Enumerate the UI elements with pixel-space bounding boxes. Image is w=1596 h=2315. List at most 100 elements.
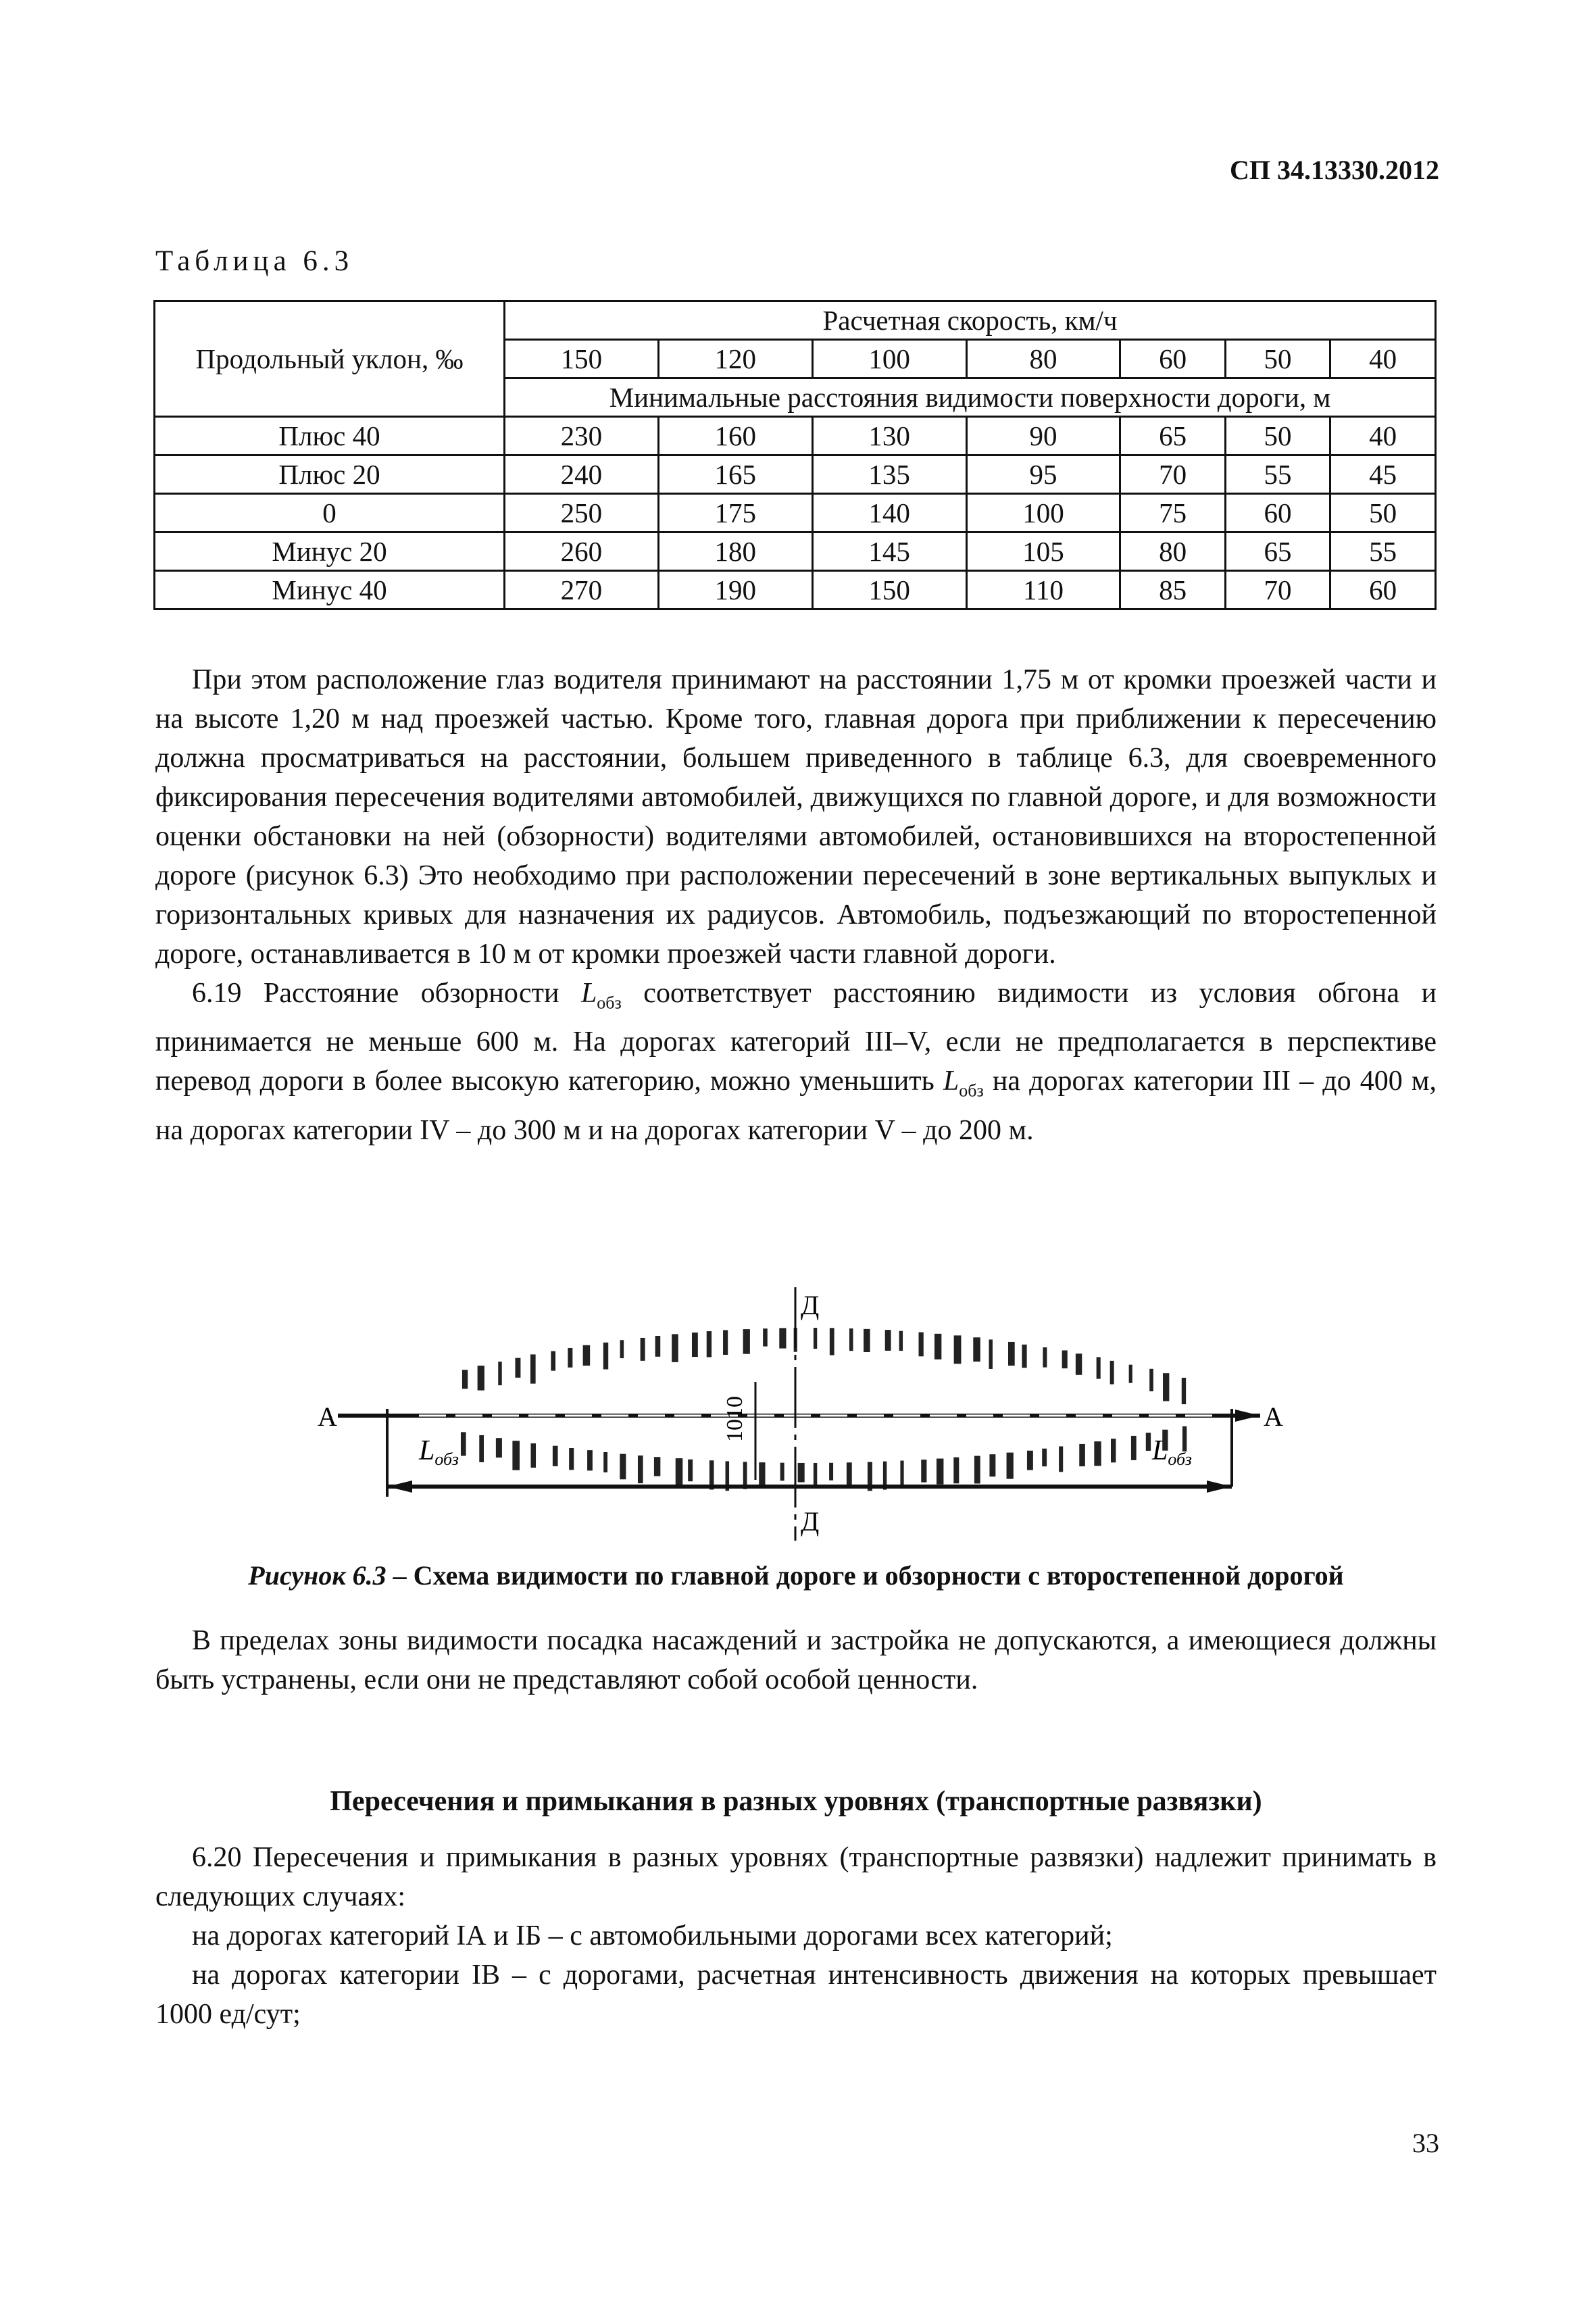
tree-mark (899, 1330, 903, 1351)
speed-header: 120 (657, 339, 814, 379)
table-cell: 40 (1329, 416, 1437, 456)
tree-mark (918, 1332, 924, 1357)
table-cell: 135 (811, 454, 968, 495)
table-cell: 55 (1329, 531, 1437, 572)
tree-mark (479, 1435, 484, 1462)
tree-mark (1094, 1441, 1101, 1466)
table-cell: 80 (1119, 531, 1226, 572)
tree-mark (653, 1457, 661, 1476)
list-item: на дорогах категорий IА и IБ – с автомоб… (192, 1920, 1113, 1951)
tree-mark (1145, 1433, 1151, 1451)
subscript: обз (597, 993, 622, 1013)
table-row: Плюс 20 240 165 135 95 70 55 45 (153, 454, 1437, 495)
tree-mark (515, 1358, 521, 1378)
tree-mark (603, 1452, 608, 1473)
table-row: Плюс 40 230 160 130 90 65 50 40 (153, 416, 1437, 456)
tree-mark (552, 1445, 558, 1466)
tree-mark (620, 1340, 624, 1359)
l-obz-left: Lобз (418, 1435, 459, 1469)
dimension-1010: 1010 (722, 1396, 747, 1442)
table-cell: 75 (1119, 493, 1226, 533)
tree-mark (936, 1458, 944, 1485)
speed-header: 50 (1224, 339, 1332, 379)
tree-mark (1022, 1344, 1027, 1368)
row-label: Плюс 40 (153, 416, 505, 456)
text: на дорогах категории III – до 400 м, на … (155, 1066, 1437, 1146)
table-cell: 105 (965, 531, 1122, 572)
table-cell: 70 (1224, 570, 1332, 610)
table-cell: 230 (503, 416, 659, 456)
list-item: на дорогах категории IВ – с дорогами, ра… (155, 1960, 1437, 2030)
tree-mark (568, 1347, 573, 1368)
tree-mark (1043, 1347, 1047, 1368)
document-code: СП 34.13330.2012 (1230, 155, 1439, 185)
speed-header: 40 (1329, 339, 1437, 379)
tree-mark (921, 1460, 927, 1483)
tree-mark (675, 1458, 683, 1487)
tree-mark (900, 1460, 904, 1486)
table-cell: 70 (1119, 454, 1226, 495)
tree-mark (1062, 1350, 1068, 1369)
tree-mark (587, 1450, 593, 1471)
table-cell: 90 (965, 416, 1122, 456)
table-cell: 45 (1329, 454, 1437, 495)
tree-mark (655, 1336, 661, 1357)
page-number: 33 (1412, 2128, 1439, 2158)
table-cell: 110 (965, 570, 1122, 610)
tree-mark (530, 1443, 537, 1468)
paragraph: В пределах зоны видимости посадка насажд… (155, 1625, 1437, 1695)
paragraph-6-19: 6.19 Расстояние обзорности Lобз соответс… (155, 974, 1437, 1150)
text: 6.19 Расстояние обзорности (192, 978, 581, 1009)
figure-number: Рисунок 6.3 (248, 1560, 386, 1591)
l-obz-right: Lобз (1151, 1435, 1192, 1469)
speed-header: 150 (503, 339, 659, 379)
tree-mark (864, 1328, 870, 1352)
tree-mark (882, 1461, 887, 1490)
tree-mark (973, 1337, 980, 1362)
row-label: Минус 20 (153, 531, 505, 572)
tree-mark (1006, 1452, 1014, 1479)
table-cell: 175 (657, 493, 814, 533)
text-block-2: В пределах зоны видимости посадка насажд… (155, 1621, 1437, 1699)
table-cell: 270 (503, 570, 659, 610)
label-d-bottom: Д (801, 1506, 819, 1537)
tree-mark (1163, 1373, 1170, 1401)
tree-mark (813, 1328, 818, 1349)
tree-mark (1162, 1429, 1168, 1451)
table-cell: 65 (1224, 531, 1332, 572)
speed-header: 80 (965, 339, 1122, 379)
tree-mark (709, 1460, 714, 1490)
tree-mark (551, 1351, 556, 1371)
label-a-right: А (1264, 1401, 1283, 1432)
arrow-right (1207, 1480, 1232, 1493)
speed-header: 100 (811, 339, 968, 379)
tree-mark (759, 1462, 766, 1489)
table-cell: 190 (657, 570, 814, 610)
table-cell: 85 (1119, 570, 1226, 610)
paragraph: При этом расположение глаз водителя прин… (155, 664, 1437, 970)
tree-mark (974, 1455, 980, 1484)
tree-mark (1149, 1368, 1153, 1392)
sight-distance-table: Продольный уклон, ‰ Расчетная скорость, … (153, 300, 1437, 610)
table-cell: 150 (811, 570, 968, 610)
row-label: Плюс 20 (153, 454, 505, 495)
tree-mark (498, 1362, 502, 1386)
speed-row: 150 120 100 80 60 50 40 (155, 339, 1437, 379)
tree-mark (1059, 1446, 1064, 1472)
table-cell: 180 (657, 531, 814, 572)
table-cell: 95 (965, 454, 1122, 495)
tree-mark (1008, 1341, 1015, 1366)
tree-mark (1026, 1450, 1033, 1470)
tree-mark (462, 1370, 468, 1389)
table-row: 0 250 175 140 100 75 60 50 (153, 493, 1437, 533)
tree-mark (530, 1354, 536, 1384)
tree-mark (495, 1438, 502, 1458)
table-cell: 100 (965, 493, 1122, 533)
tree-mark (1182, 1426, 1187, 1452)
tree-mark (1109, 1360, 1114, 1385)
tree-mark (797, 1462, 805, 1483)
table-cell: 130 (811, 416, 968, 456)
tree-mark (1130, 1435, 1137, 1460)
table-cell: 140 (811, 493, 968, 533)
